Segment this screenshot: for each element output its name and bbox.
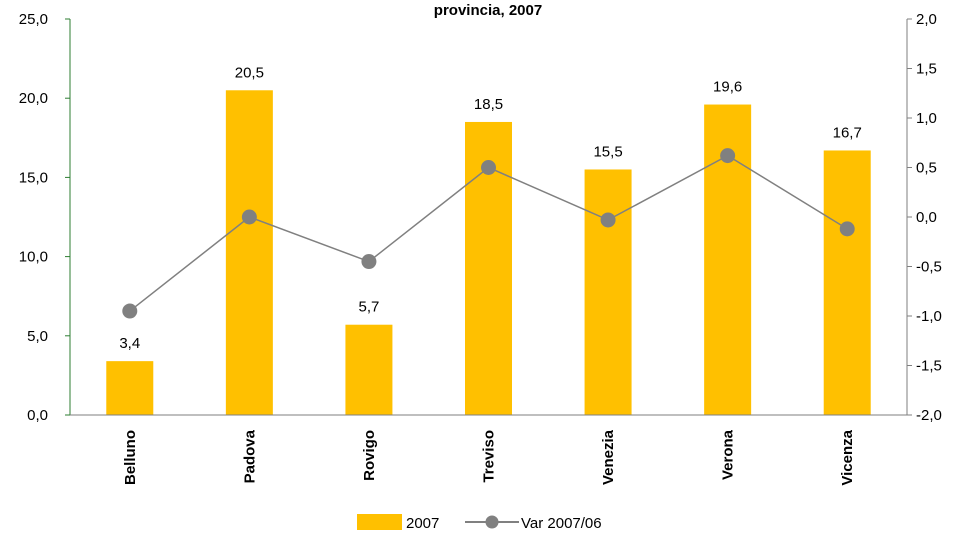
bar-data-label: 19,6: [713, 79, 742, 96]
line-point: [241, 209, 257, 225]
bar-data-label: 16,7: [833, 124, 862, 141]
right-tick-label: 1,5: [916, 61, 937, 78]
left-tick-label: 5,0: [27, 328, 48, 345]
legend-swatch-marker: [485, 515, 499, 529]
bar: [584, 169, 632, 415]
right-tick-label: -1,5: [916, 358, 942, 375]
line-point: [481, 160, 496, 175]
bar: [823, 150, 871, 416]
right-tick-label: -0,5: [916, 259, 942, 276]
left-tick-label: 0,0: [27, 407, 48, 424]
bar-data-label: 20,5: [235, 64, 264, 81]
right-tick-label: 1,0: [916, 110, 937, 127]
category-label: Vicenza: [839, 429, 856, 485]
bar-series: [106, 90, 871, 416]
category-label: Treviso: [481, 430, 498, 483]
left-tick-label: 15,0: [19, 169, 48, 186]
category-label: Rovigo: [361, 430, 378, 481]
right-tick-label: 2,0: [916, 11, 937, 28]
line-point: [361, 254, 377, 270]
category-label: Padova: [241, 429, 258, 483]
bar-data-label: 18,5: [474, 96, 503, 113]
category-label: Verona: [720, 429, 737, 480]
right-tick-label: -2,0: [916, 407, 942, 424]
legend-swatch-bar: [357, 514, 402, 530]
left-axis: 0,0 5,0 10,0 15,0 20,0 25,0: [19, 11, 71, 424]
right-tick-label: -1,0: [916, 308, 942, 325]
legend-label-line: Var 2007/06: [521, 515, 602, 532]
legend: 2007 Var 2007/06: [357, 514, 602, 532]
category-label: Venezia: [600, 429, 617, 485]
bar: [106, 361, 154, 415]
left-tick-label: 20,0: [19, 90, 48, 107]
bar-data-labels: 3,4 20,5 5,7 18,5 15,5 19,6 16,7: [119, 64, 861, 352]
category-axis: Belluno Padova Rovigo Treviso Venezia Verona V…: [70, 414, 907, 486]
line-point: [839, 221, 855, 237]
right-axis: -2,0 -1,5 -1,0 -0,5 0,0 0,5 1,0 1,5 2,0: [906, 11, 942, 424]
left-tick-label: 10,0: [19, 249, 48, 266]
category-label: Belluno: [122, 430, 139, 485]
chart-title: provincia, 2007: [434, 2, 542, 19]
bar-data-label: 5,7: [358, 299, 379, 316]
legend-label-bar: 2007: [406, 515, 439, 532]
left-tick-label: 25,0: [19, 11, 48, 28]
bar: [225, 90, 273, 415]
bar: [345, 324, 393, 415]
line-point: [600, 212, 616, 228]
line-point: [122, 303, 138, 319]
right-tick-label: 0,5: [916, 160, 937, 177]
bar-data-label: 15,5: [593, 143, 622, 160]
bar-data-label: 3,4: [119, 335, 140, 352]
right-tick-label: 0,0: [916, 209, 937, 226]
line-point: [720, 148, 736, 164]
line-series: [122, 148, 855, 319]
